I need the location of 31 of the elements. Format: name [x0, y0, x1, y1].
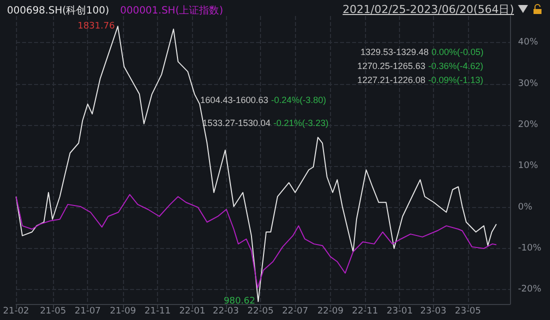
line-series: [16, 194, 497, 288]
y-tick-label: -20%: [518, 284, 542, 295]
annotation: 1604.43-1600.63 -0.24%(-3.80): [200, 94, 326, 105]
y-tick-label: 40%: [518, 38, 538, 48]
annotation: 980.62: [224, 296, 256, 307]
annotation: 1329.53-1329.48 0.00%(-0.05): [360, 47, 484, 57]
x-tick-label: 21-05: [40, 306, 66, 316]
x-tick-label: 22-11: [352, 306, 378, 316]
x-tick-label: 23-03: [420, 306, 446, 316]
x-tick-label: 22-09: [317, 306, 344, 316]
annotation: 1831.76: [78, 21, 116, 32]
y-tick-label: 10%: [518, 161, 538, 172]
y-tick-label: -10%: [518, 243, 542, 254]
annotation: 1270.25-1265.63 -0.36%(-4.62): [357, 61, 484, 71]
text: 000001.SH(上证指数): [120, 4, 224, 16]
x-tick-label: 22-03: [212, 306, 239, 316]
x-tick-label: 22-01: [179, 306, 206, 316]
y-tick-label: 20%: [518, 120, 538, 130]
x-tick-label: 21-07: [74, 306, 101, 316]
x-tick-label: 22-05: [247, 306, 274, 316]
x-tick-label: 23-05: [454, 306, 482, 316]
x-tick-label: 21-11: [144, 306, 171, 316]
x-tick-label: 23-01: [386, 306, 413, 316]
y-tick-label: 0%: [518, 202, 533, 212]
x-tick-label: 22-07: [282, 306, 308, 316]
annotation: 1227.21-1226.08 -0.09%(-1.13): [357, 75, 484, 85]
x-tick-label: 21-09: [110, 306, 136, 316]
x-tick-label: 21-02: [3, 306, 30, 316]
y-tick-label: 30%: [518, 78, 538, 89]
series-label: 000698.SH(科创100): [7, 4, 110, 16]
chart-subtitle: 2021/02/25-2023/06/20(564日): [342, 2, 514, 17]
